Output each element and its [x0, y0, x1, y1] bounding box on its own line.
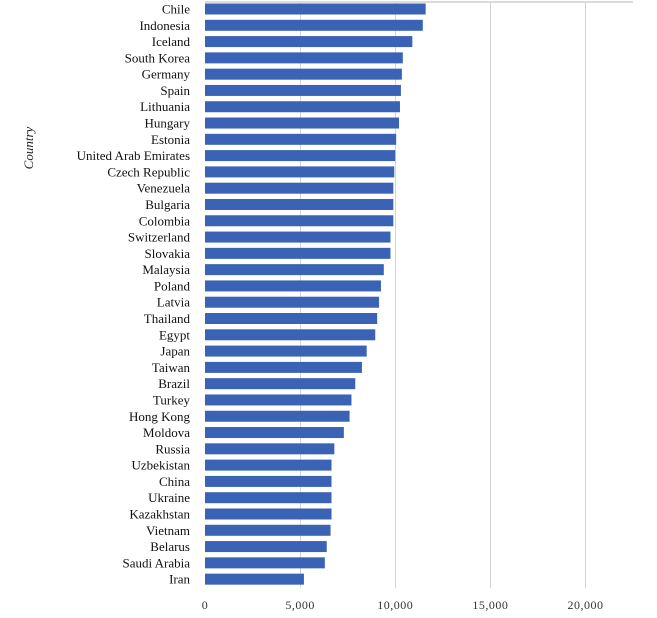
- category-label: Slovakia: [145, 246, 191, 261]
- category-label: Iceland: [152, 34, 191, 49]
- bar: [205, 541, 327, 553]
- bar: [205, 52, 403, 64]
- category-label: Turkey: [153, 392, 191, 407]
- category-label: Switzerland: [128, 230, 191, 245]
- category-label: Japan: [160, 344, 190, 359]
- x-tick-label: 10,000: [377, 598, 413, 612]
- bar: [205, 68, 402, 80]
- category-label: Indonesia: [139, 18, 190, 33]
- category-label: Germany: [142, 67, 191, 82]
- category-label: Malaysia: [142, 262, 190, 277]
- x-tick-label: 5,000: [285, 598, 315, 612]
- bar: [205, 313, 378, 325]
- bar: [205, 329, 376, 341]
- bar: [205, 378, 356, 390]
- bar: [205, 3, 426, 15]
- bar: [205, 150, 396, 162]
- bar: [205, 264, 384, 276]
- bar: [205, 296, 380, 308]
- category-label: United Arab Emirates: [77, 148, 190, 163]
- category-label: Egypt: [159, 327, 190, 342]
- x-tick-labels: 0 5,000 10,000 15,000 20,000: [202, 598, 603, 612]
- category-label: Kazakhstan: [129, 506, 190, 521]
- bar: [205, 231, 391, 243]
- category-label: Spain: [160, 83, 190, 98]
- category-label: Colombia: [139, 213, 191, 228]
- bar: [205, 394, 352, 406]
- bar: [205, 361, 362, 373]
- bar: [205, 492, 332, 504]
- x-tick-label: 15,000: [472, 598, 508, 612]
- bar: [205, 198, 394, 210]
- y-axis-title: Country: [21, 126, 36, 169]
- bar: [205, 182, 394, 194]
- bar: [205, 166, 395, 178]
- category-label: Hong Kong: [129, 409, 191, 424]
- bar: [205, 19, 423, 31]
- category-label: Lithuania: [140, 99, 190, 114]
- bar: [205, 247, 391, 259]
- category-label: Belarus: [150, 539, 190, 554]
- category-label: Thailand: [144, 311, 191, 326]
- bar: [205, 84, 401, 96]
- category-label: Latvia: [157, 295, 190, 310]
- bar: [205, 280, 381, 292]
- category-label: Moldova: [143, 425, 190, 440]
- category-label: South Korea: [125, 50, 191, 65]
- bar: [205, 557, 325, 569]
- category-label: Ukraine: [148, 490, 190, 505]
- bars: [205, 3, 426, 585]
- category-label: Hungary: [145, 116, 191, 131]
- bar: [205, 573, 304, 585]
- bar: [205, 133, 397, 145]
- bar: [205, 508, 332, 520]
- bar: [205, 427, 344, 439]
- category-label: Vietnam: [146, 523, 190, 538]
- x-tick-label: 20,000: [567, 598, 603, 612]
- category-label: Venezuela: [137, 181, 191, 196]
- bar: [205, 459, 332, 471]
- bar: [205, 215, 394, 227]
- bar: [205, 101, 400, 113]
- category-label: Poland: [154, 278, 191, 293]
- bar: [205, 345, 367, 357]
- bar: [205, 475, 332, 487]
- gridlines: [205, 1, 633, 589]
- category-label: Chile: [162, 2, 190, 17]
- bar: [205, 524, 331, 536]
- category-label: Bulgaria: [145, 197, 190, 212]
- category-label: Brazil: [158, 376, 190, 391]
- category-label: Saudi Arabia: [122, 555, 190, 570]
- category-label: Uzbekistan: [132, 458, 191, 473]
- category-label: Russia: [155, 441, 190, 456]
- category-label: China: [159, 474, 190, 489]
- bar: [205, 410, 350, 422]
- category-label: Estonia: [151, 132, 190, 147]
- category-label: Taiwan: [152, 360, 191, 375]
- bar: [205, 117, 400, 129]
- category-label: Iran: [169, 572, 190, 587]
- x-tick-label: 0: [202, 598, 209, 612]
- bar: [205, 36, 413, 48]
- bar: [205, 443, 335, 455]
- category-label: Czech Republic: [107, 164, 190, 179]
